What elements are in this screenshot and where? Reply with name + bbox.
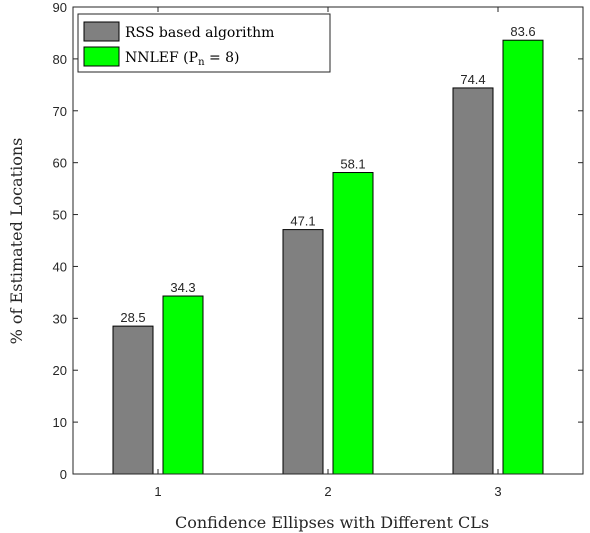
x-tick-label-1: 1 <box>154 484 161 499</box>
data-label-series-1-cat-2: 58.1 <box>340 157 365 172</box>
y-tick-label-20: 20 <box>53 363 67 378</box>
legend-swatch-rss <box>83 21 120 42</box>
y-axis-title: % of Estimated Locations <box>7 138 26 345</box>
bar-series-0-cat-2 <box>282 229 324 475</box>
legend: RSS based algorithm NNLEF (Pn = 8) <box>77 13 331 73</box>
y-tick-label-60: 60 <box>53 156 67 171</box>
x-axis-title: Confidence Ellipses with Different CLs <box>175 513 489 532</box>
data-label-series-1-cat-1: 34.3 <box>170 280 195 295</box>
y-tick-label-90: 90 <box>53 0 67 15</box>
bar-series-1-cat-2 <box>332 172 374 475</box>
bar-series-0-cat-3 <box>452 87 494 475</box>
legend-label-rss: RSS based algorithm <box>125 25 274 41</box>
legend-label-nnlef-sub: n <box>198 57 205 68</box>
bar-series-0-cat-1 <box>112 325 154 475</box>
y-tick-label-0: 0 <box>60 467 67 482</box>
data-label-series-0-cat-3: 74.4 <box>460 72 485 87</box>
bars-group <box>112 39 544 475</box>
data-labels-group: 28.5 34.3 47.1 58.1 74.4 83.6 <box>120 24 535 325</box>
legend-label-nnlef: NNLEF (Pn = 8) <box>125 50 240 68</box>
data-label-series-0-cat-2: 47.1 <box>290 214 315 229</box>
y-tick-label-50: 50 <box>53 208 67 223</box>
x-tick-label-2: 2 <box>324 484 331 499</box>
y-tick-label-70: 70 <box>53 104 67 119</box>
data-label-series-0-cat-1: 28.5 <box>120 310 145 325</box>
legend-swatch-nnlef <box>83 46 120 67</box>
axes-group: 0 10 20 30 40 50 60 70 80 90 1 2 3 <box>53 0 584 499</box>
x-tick-label-3: 3 <box>494 484 501 499</box>
y-tick-label-80: 80 <box>53 52 67 67</box>
y-tick-label-10: 10 <box>53 415 67 430</box>
bar-series-1-cat-3 <box>502 39 544 475</box>
y-tick-label-40: 40 <box>53 259 67 274</box>
legend-label-nnlef-tail: = 8) <box>205 50 240 66</box>
legend-box <box>77 13 331 73</box>
y-tick-label-30: 30 <box>53 311 67 326</box>
legend-label-nnlef-main: NNLEF (P <box>125 50 198 66</box>
bar-series-1-cat-1 <box>162 295 204 475</box>
data-label-series-1-cat-3: 83.6 <box>510 24 535 39</box>
